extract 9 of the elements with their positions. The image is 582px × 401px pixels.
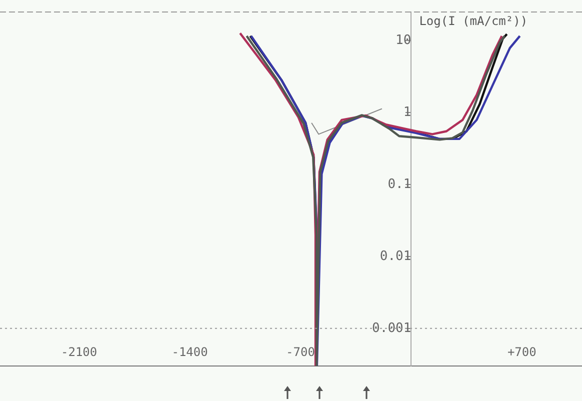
y-tick-label: 10: [396, 33, 412, 48]
x-tick-label: -1400: [172, 344, 208, 359]
x-tick-label: -700: [286, 344, 315, 359]
y-axis-title: Log(I (mA/cm²)): [419, 14, 528, 28]
y-tick-label: 0.01: [380, 248, 412, 264]
x-tick-label: -2100: [61, 344, 98, 359]
x-tick-label: +700: [507, 344, 536, 359]
y-tick-label: 0.001: [372, 320, 412, 336]
y-tick-label: 0.1: [388, 176, 412, 192]
